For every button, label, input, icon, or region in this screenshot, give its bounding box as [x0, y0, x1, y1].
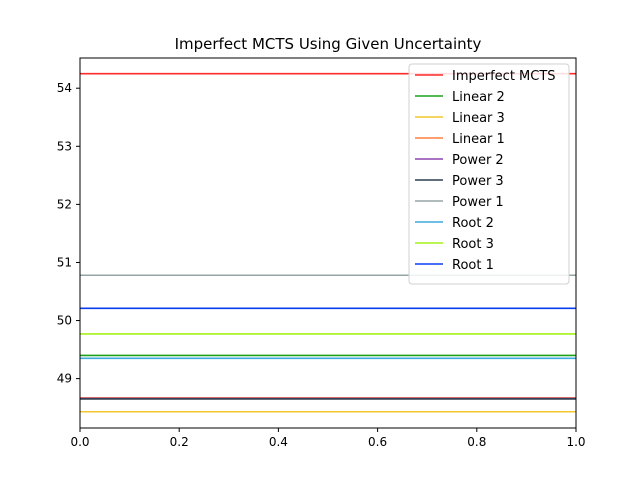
- y-tick-label: 54: [57, 81, 72, 95]
- plot-lines: [80, 72, 576, 413]
- legend-label: Linear 2: [452, 90, 505, 105]
- legend: Imperfect MCTS Linear 2 Linear 3 Linear 1 Po…: [408, 63, 570, 285]
- legend-box: [408, 63, 570, 285]
- x-tick-label: 1.0: [566, 435, 585, 449]
- legend-label: Linear 3: [452, 111, 505, 126]
- x-tick-label: 0.8: [467, 435, 486, 449]
- legend-label: Power 2: [452, 153, 504, 168]
- chart-title: Imperfect MCTS Using Given Uncertainty: [175, 35, 482, 53]
- legend-label: Imperfect MCTS: [452, 69, 556, 84]
- legend-label: Power 3: [452, 174, 504, 189]
- legend-label: Root 3: [452, 237, 494, 252]
- x-tick-label: 0.6: [368, 435, 387, 449]
- x-tick-label: 0.0: [70, 435, 89, 449]
- x-tick-label: 0.4: [269, 435, 288, 449]
- y-tick-label: 53: [57, 139, 72, 153]
- y-tick-label: 51: [57, 255, 72, 269]
- plot-frame: [79, 57, 577, 429]
- y-tick-label: 52: [57, 197, 72, 211]
- y-tick-label: 49: [57, 372, 72, 386]
- x-tick-label: 0.2: [170, 435, 189, 449]
- x-axis: 0.0 0.2 0.4 0.6 0.8 1.0: [70, 428, 586, 449]
- legend-label: Root 2: [452, 216, 494, 231]
- legend-label: Root 1: [452, 258, 494, 273]
- legend-label: Linear 1: [452, 132, 505, 147]
- y-tick-label: 50: [57, 314, 72, 328]
- y-axis: 49 50 51 52 53 54: [57, 81, 80, 386]
- legend-label: Power 1: [452, 195, 504, 210]
